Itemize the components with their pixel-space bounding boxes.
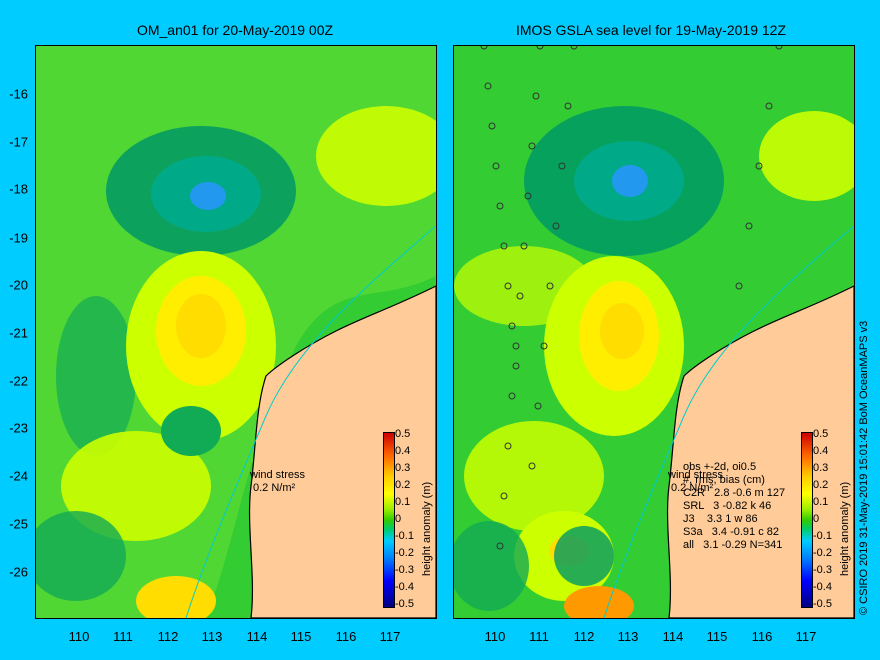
lon-tick: 117: [379, 629, 401, 644]
left-map-canvas: [36, 46, 436, 618]
colorbar-tick: 0: [813, 513, 820, 525]
colorbar-tick: 0.4: [395, 445, 411, 457]
lon-tick: 112: [157, 629, 179, 644]
stats-line: S3a 3.4 -0.91 c 82: [683, 526, 780, 538]
lon-tick: 114: [662, 629, 684, 644]
lon-tick: 112: [573, 629, 595, 644]
lon-tick: 117: [795, 629, 817, 644]
colorbar-left-title: height anomaly (m): [421, 481, 433, 576]
stats-line: SRL 3 -0.82 k 46: [683, 500, 772, 512]
lat-tick: -18: [9, 181, 28, 197]
stats-line: C2R 2.8 -0.6 m 127: [683, 487, 786, 499]
lon-tick: 110: [68, 629, 90, 644]
lon-tick: 110: [484, 629, 506, 644]
stats-line: #, rms, bias (cm): [683, 474, 765, 486]
colorbar-tick: 0.1: [813, 496, 829, 508]
right-map-canvas: [454, 46, 854, 618]
lat-tick: -25: [9, 516, 28, 532]
lat-tick: -17: [9, 134, 28, 150]
left-map-title: OM_an01 for 20-May-2019 00Z: [136, 22, 334, 38]
lat-tick: -19: [9, 230, 28, 246]
right-map-title: IMOS GSLA sea level for 19-May-2019 12Z: [515, 22, 787, 38]
colorbar-tick: -0.4: [395, 581, 414, 593]
colorbar-tick: -0.4: [813, 581, 832, 593]
credit-line: © CSIRO 2019 31-May-2019 15:01:42 BoM Oc…: [858, 320, 870, 615]
lat-tick: -21: [9, 325, 28, 341]
colorbar-tick: 0.5: [395, 428, 411, 440]
colorbar-tick: 0: [395, 513, 402, 525]
lon-tick: 116: [335, 629, 357, 644]
stats-line: J3 3.3 1 w 86: [683, 513, 758, 525]
right-map-panel: [453, 45, 855, 619]
colorbar-right: [801, 432, 813, 608]
wind-stress-label-right: wind stress: [668, 469, 724, 481]
lat-tick: -16: [9, 86, 28, 102]
colorbar-tick: 0.3: [395, 462, 411, 474]
lat-tick: -24: [9, 468, 28, 484]
wind-stress-scale-left: 0.2 N/m²: [253, 482, 296, 494]
obs-statistics: obs +-2d, oi0.5 #, rms, bias (cm) C2R 2.…: [683, 461, 785, 552]
lat-tick: -20: [9, 277, 28, 293]
wind-stress-scale-right: 0.2 N/m²: [671, 482, 714, 494]
lon-tick: 111: [529, 629, 549, 644]
colorbar-tick: 0.2: [813, 479, 829, 491]
colorbar-tick: -0.2: [395, 547, 414, 559]
left-map-panel: [35, 45, 437, 619]
lon-tick: 116: [751, 629, 773, 644]
lon-tick: 113: [201, 629, 223, 644]
colorbar-tick: -0.5: [395, 598, 414, 610]
colorbar-tick: -0.2: [813, 547, 832, 559]
colorbar-left: [383, 432, 395, 608]
lon-tick: 114: [246, 629, 268, 644]
colorbar-tick: -0.1: [395, 530, 414, 542]
colorbar-tick: 0.4: [813, 445, 829, 457]
colorbar-tick: 0.2: [395, 479, 411, 491]
colorbar-tick: -0.3: [813, 564, 832, 576]
colorbar-tick: 0.5: [813, 428, 829, 440]
lon-tick: 113: [617, 629, 639, 644]
wind-stress-label-left: wind stress: [250, 469, 306, 481]
stats-line: obs +-2d, oi0.5: [683, 461, 757, 473]
colorbar-tick: 0.1: [395, 496, 411, 508]
lat-tick: -22: [9, 373, 28, 389]
colorbar-tick: 0.3: [813, 462, 829, 474]
colorbar-tick: -0.5: [813, 598, 832, 610]
lon-tick: 115: [290, 629, 312, 644]
stats-line: all 3.1 -0.29 N=341: [683, 539, 783, 551]
colorbar-tick: -0.3: [395, 564, 414, 576]
colorbar-right-title: height anomaly (m): [839, 481, 851, 576]
lat-tick: -23: [9, 420, 28, 436]
lat-tick: -26: [9, 564, 28, 580]
lon-tick: 111: [113, 629, 133, 644]
lon-tick: 115: [706, 629, 728, 644]
colorbar-tick: -0.1: [813, 530, 832, 542]
